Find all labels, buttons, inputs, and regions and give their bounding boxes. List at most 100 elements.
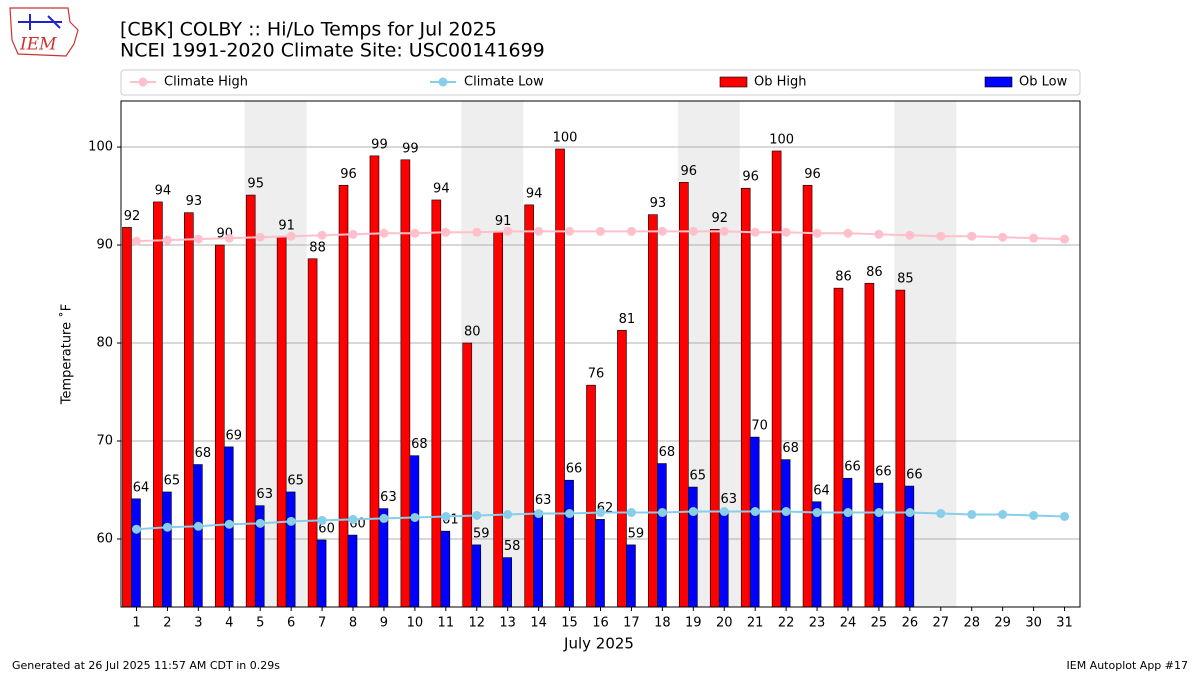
x-tick-label: 6 — [287, 616, 295, 631]
x-tick-label: 31 — [1056, 616, 1073, 631]
climate-point — [843, 228, 853, 238]
bar — [162, 491, 172, 608]
climate-point — [193, 521, 203, 531]
x-tick-label: 25 — [871, 616, 888, 631]
climate-point — [441, 227, 451, 237]
y-tick-label: 100 — [88, 140, 113, 155]
x-tick-label: 9 — [380, 616, 388, 631]
bar-value-label: 94 — [155, 183, 172, 198]
bar — [740, 187, 751, 608]
climate-point — [657, 508, 667, 518]
climate-point — [565, 226, 575, 236]
bar-value-label: 94 — [526, 186, 543, 201]
legend-box — [120, 69, 1081, 96]
logo: IEM — [9, 7, 79, 57]
bar — [369, 155, 380, 608]
bar-value-label: 88 — [309, 240, 326, 255]
bar-value-label: 85 — [897, 272, 914, 287]
climate-point — [534, 226, 544, 236]
climate-point — [750, 227, 760, 237]
bar-value-label: 86 — [866, 265, 883, 280]
climate-point — [224, 233, 234, 243]
bar — [811, 501, 822, 608]
bar-value-label: 68 — [782, 441, 799, 456]
climate-point — [348, 229, 358, 239]
bar-value-label: 68 — [411, 437, 428, 452]
climate-point — [967, 510, 977, 520]
bar — [833, 287, 844, 608]
climate-point — [534, 509, 544, 519]
x-tick-label: 23 — [809, 616, 826, 631]
climate-point — [472, 510, 482, 520]
climate-point — [379, 513, 389, 523]
bar — [533, 511, 543, 608]
climate-point — [874, 508, 884, 518]
x-tick-label: 19 — [685, 616, 702, 631]
bar — [347, 534, 358, 608]
bar-value-label: 94 — [433, 181, 450, 196]
climate-point — [905, 508, 915, 518]
climate-point — [750, 507, 760, 517]
bar — [409, 455, 420, 608]
bar — [153, 201, 163, 608]
climate-point — [596, 508, 605, 518]
climate-point — [224, 519, 234, 529]
y-tick-label: 70 — [96, 434, 113, 449]
y-tick-label: 80 — [96, 336, 113, 351]
legend-label: Climate Low — [464, 75, 544, 90]
bar-value-label: 69 — [226, 428, 243, 443]
climate-point — [1029, 233, 1039, 243]
climate-point — [472, 227, 482, 237]
bar — [679, 182, 689, 608]
climate-point — [781, 227, 791, 237]
climate-point — [441, 511, 451, 521]
bar — [378, 508, 389, 608]
x-tick-label: 1 — [132, 616, 140, 631]
x-tick-label: 18 — [654, 616, 671, 631]
bar — [400, 159, 411, 608]
climate-point — [193, 234, 203, 244]
y-tick-label: 90 — [96, 238, 113, 253]
climate-point — [565, 509, 575, 519]
bar — [462, 342, 473, 608]
bar-value-label: 63 — [380, 490, 397, 505]
x-tick-label: 26 — [902, 616, 919, 631]
climate-point — [131, 236, 141, 246]
bar — [718, 510, 729, 608]
bar — [307, 258, 318, 608]
bar-value-label: 96 — [340, 167, 357, 182]
climate-point — [998, 232, 1008, 242]
bar-value-label: 64 — [813, 483, 830, 498]
chart-title: [CBK] COLBY :: Hi/Lo Temps for Jul 2025 — [120, 19, 497, 41]
bar — [316, 539, 327, 608]
bar — [617, 329, 627, 608]
bar-value-label: 76 — [588, 367, 605, 382]
bar — [285, 491, 296, 608]
bar-value-label: 65 — [287, 473, 304, 488]
bar — [131, 498, 141, 608]
x-tick-label: 4 — [225, 616, 233, 631]
bar — [864, 282, 875, 608]
climate-point — [781, 507, 791, 517]
bar — [595, 519, 605, 608]
climate-point — [317, 515, 327, 525]
climate-point — [596, 226, 605, 236]
bar — [626, 544, 636, 608]
bar — [802, 184, 813, 608]
bar-value-label: 60 — [318, 521, 335, 536]
bar-value-label: 92 — [711, 211, 728, 226]
plot-frame — [120, 100, 1081, 608]
climate-point — [998, 510, 1008, 520]
x-tick-label: 17 — [623, 616, 640, 631]
climate-point — [1029, 510, 1039, 520]
legend-label: Ob High — [754, 75, 807, 90]
x-tick-label: 16 — [592, 616, 609, 631]
bar — [555, 148, 565, 608]
x-tick-label: 2 — [163, 616, 171, 631]
bar-value-label: 93 — [650, 196, 667, 211]
bar-value-label: 100 — [553, 131, 578, 146]
bar-value-label: 81 — [619, 312, 636, 327]
legend-label: Ob Low — [1019, 75, 1068, 90]
climate-point — [936, 231, 946, 241]
bar — [245, 194, 256, 608]
